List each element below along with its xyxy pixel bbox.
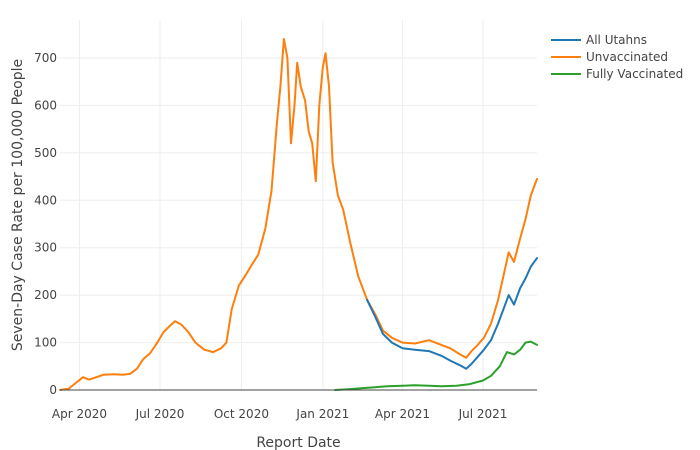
series-line-fully-vaccinated xyxy=(334,340,538,391)
y-tick-label: 300 xyxy=(34,241,57,255)
series-line-unvaccinated xyxy=(59,38,538,391)
x-axis-title: Report Date xyxy=(256,435,340,450)
legend-label: All Utahns xyxy=(586,33,647,47)
y-tick-label: 0 xyxy=(49,383,57,397)
legend-item-all-utahns[interactable]: All Utahns xyxy=(551,33,647,47)
x-tick-label: Oct 2020 xyxy=(214,407,269,421)
series-line-all-utahns xyxy=(366,257,538,370)
axes: 0 100 200 300 400 500 600 700 Apr 2020 Jul 2020 Oc… xyxy=(34,51,537,421)
y-tick-label: 200 xyxy=(34,288,57,302)
series-lines xyxy=(59,38,538,391)
legend-item-unvaccinated[interactable]: Unvaccinated xyxy=(551,50,668,64)
y-axis-title: Seven-Day Case Rate per 100,000 People xyxy=(10,59,26,351)
legend[interactable]: All Utahns Unvaccinated Fully Vaccinated xyxy=(551,33,683,81)
grid xyxy=(60,20,537,390)
y-tick-label: 600 xyxy=(34,98,57,112)
legend-label: Unvaccinated xyxy=(586,50,668,64)
legend-item-fully-vaccinated[interactable]: Fully Vaccinated xyxy=(551,67,683,81)
y-tick-label: 700 xyxy=(34,51,57,65)
x-tick-label: Apr 2021 xyxy=(375,407,430,421)
legend-label: Fully Vaccinated xyxy=(586,67,683,81)
y-tick-label: 100 xyxy=(34,336,57,350)
y-tick-label: 400 xyxy=(34,193,57,207)
y-tick-label: 500 xyxy=(34,146,57,160)
x-tick-label: Jan 2021 xyxy=(295,407,349,421)
x-tick-label: Jul 2020 xyxy=(135,407,185,421)
x-tick-label: Apr 2020 xyxy=(52,407,107,421)
x-tick-label: Jul 2021 xyxy=(458,407,508,421)
